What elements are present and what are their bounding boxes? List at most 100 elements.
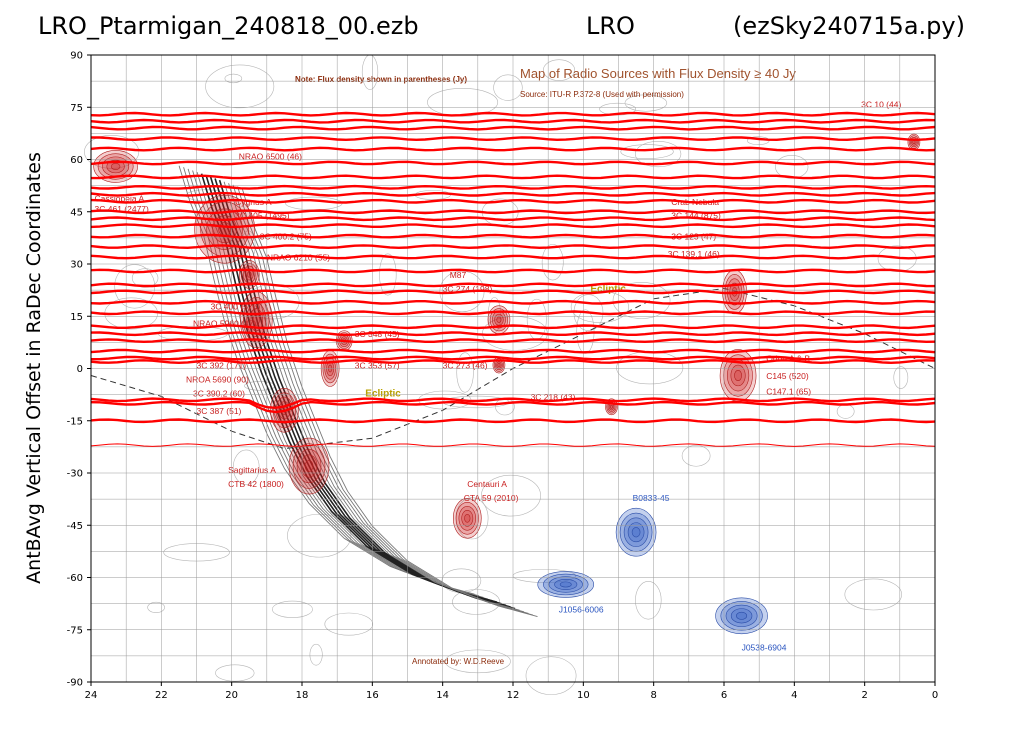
radio-source-blue <box>548 576 583 593</box>
source-label: NRAO 5960 (47) <box>193 319 256 329</box>
source-label: C147.1 (65) <box>766 387 811 397</box>
contour-loop <box>285 196 343 211</box>
radio-source-red <box>461 509 474 527</box>
radio-source-red <box>912 140 916 144</box>
contour-loop <box>681 444 711 467</box>
radio-source-blue <box>715 597 768 635</box>
source-label: 3C 392 (171) <box>197 361 247 371</box>
flux-trace <box>90 209 936 215</box>
y-axis: 90 75 60 45 30 15 0 -15 -30 -45 -60 -75 -90 <box>67 51 91 689</box>
source-label: 3C 405 (1495) <box>235 211 290 221</box>
radio-source-red <box>292 443 326 489</box>
flux-trace <box>90 397 936 410</box>
flux-traces <box>90 111 936 447</box>
flux-trace <box>90 268 936 274</box>
contour-loop <box>271 600 313 618</box>
radio-source-blue <box>720 601 763 631</box>
x-tick-label: 22 <box>155 690 168 701</box>
source-label: Centauri A <box>467 479 507 489</box>
flux-trace <box>90 338 936 344</box>
contour-loop <box>232 449 260 485</box>
radio-source-blue <box>543 573 589 596</box>
radio-source-red <box>496 316 502 323</box>
source-label: M87 <box>450 270 467 280</box>
contour-loop <box>612 282 671 319</box>
radio-source-red <box>218 222 231 237</box>
source-label: 3C 387 (51) <box>197 406 242 416</box>
galactic-contour <box>232 184 529 614</box>
radio-source-blue <box>736 611 748 620</box>
map-source: Source: ITU-R P.372-8 (Used with permiss… <box>520 90 684 99</box>
x-tick-label: 16 <box>366 690 379 701</box>
contour-loop <box>131 268 159 288</box>
flux-trace <box>90 191 936 197</box>
flux-trace <box>90 299 936 305</box>
flux-trace <box>90 443 936 447</box>
source-label: 3C 400 (576) <box>211 301 261 311</box>
radio-source-red <box>723 354 753 397</box>
flux-trace <box>90 233 936 239</box>
contour-loop <box>361 54 379 90</box>
source-label: 3C 461 (2477) <box>95 204 150 214</box>
contour-loop <box>570 290 629 323</box>
radio-source-red <box>730 364 746 387</box>
contour-loop <box>147 601 165 613</box>
galactic-contour <box>228 183 525 613</box>
source-label: NROA 5690 (90) <box>186 374 249 384</box>
source-label: CTB 42 (1800) <box>228 479 284 489</box>
radio-source-blue <box>631 527 641 538</box>
source-label: J0538-6904 <box>742 643 787 653</box>
flux-trace <box>90 331 936 337</box>
radio-source-red <box>93 150 138 183</box>
x-tick-label: 18 <box>296 690 309 701</box>
x-tick-label: 24 <box>85 690 98 701</box>
radio-source-red <box>97 153 134 180</box>
contour-loop <box>543 59 576 81</box>
flux-trace <box>90 125 936 131</box>
radio-source-red <box>304 460 314 472</box>
flux-trace <box>90 289 936 295</box>
source-label: 3C 353 (57) <box>355 361 400 371</box>
flux-trace <box>90 118 936 124</box>
script-title: (ezSky240715a.py) <box>733 12 965 40</box>
contour-loop <box>287 513 352 558</box>
x-tick-label: 10 <box>577 690 590 701</box>
contour-loop <box>775 155 809 179</box>
contour-loop <box>495 397 515 416</box>
flux-trace <box>91 136 936 142</box>
contour-loop <box>624 94 668 112</box>
source-label: Cassiopeia A <box>95 193 145 203</box>
radio-source-red <box>288 437 330 495</box>
source-label: B0833-45 <box>633 493 670 503</box>
flux-trace <box>90 111 936 117</box>
source-label: 3C 10 (44) <box>861 99 901 109</box>
flux-trace <box>90 348 936 354</box>
source-label: 3C 139.1 (46) <box>668 249 720 259</box>
contour-loop <box>836 404 855 419</box>
source-label: 3C 274 (198) <box>443 284 493 294</box>
contour-loop <box>215 664 255 682</box>
radio-source-red <box>496 361 502 369</box>
flux-trace <box>90 400 936 414</box>
y-tick-label: -15 <box>67 416 83 427</box>
source-label: CTA 59 (2010) <box>464 493 519 503</box>
flux-trace <box>90 418 936 424</box>
source-label: 3C 390.2 (60) <box>193 388 245 398</box>
y-tick-label: -60 <box>67 573 83 584</box>
source-label: NRAO 6210 (55) <box>267 253 330 263</box>
y-tick-label: -30 <box>67 469 83 480</box>
radio-source-blue <box>559 581 572 588</box>
contour-loop <box>599 102 637 116</box>
x-tick-label: 0 <box>932 690 938 701</box>
galactic-contour <box>183 167 480 597</box>
radio-source-red <box>300 454 318 478</box>
contour-loop <box>427 88 499 117</box>
flux-trace <box>90 216 936 222</box>
flux-trace <box>90 359 936 365</box>
x-tick-label: 6 <box>721 690 727 701</box>
flux-trace <box>90 160 936 166</box>
flux-trace <box>90 146 936 152</box>
source-label: 3C 144 (875) <box>671 211 721 221</box>
x-axis: 24 22 20 18 16 14 12 10 8 6 4 2 0 <box>85 682 938 701</box>
